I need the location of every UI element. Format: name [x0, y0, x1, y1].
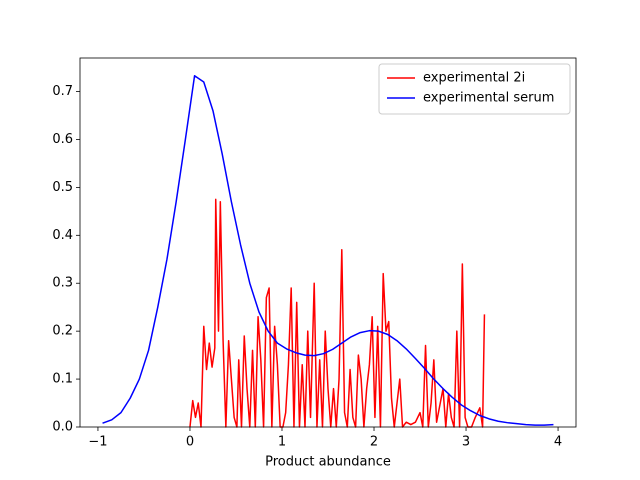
- y-tick-label: 0.5: [52, 180, 73, 195]
- y-tick-label: 0.6: [52, 132, 73, 147]
- y-tick-label: 0.2: [52, 324, 73, 339]
- x-tick-label: 2: [370, 435, 378, 450]
- x-tick-label: 4: [554, 435, 562, 450]
- legend-label: experimental serum: [423, 91, 554, 106]
- x-tick-label: −1: [88, 435, 107, 450]
- plot-frame: [79, 57, 577, 428]
- x-tick-label: 3: [462, 435, 470, 450]
- y-tick-label: 0.3: [52, 276, 73, 291]
- y-tick-label: 0.4: [52, 228, 73, 243]
- x-tick-label: 1: [278, 435, 286, 450]
- x-axis-label: Product abundance: [265, 455, 391, 470]
- y-tick-label: 0.0: [52, 420, 73, 435]
- x-tick-label: 0: [186, 435, 194, 450]
- legend-label: experimental 2i: [423, 71, 525, 86]
- line: [102, 74, 554, 426]
- y-tick-label: 0.7: [52, 84, 73, 99]
- y-tick-label: 0.1: [52, 372, 73, 387]
- legend-box: [378, 63, 571, 115]
